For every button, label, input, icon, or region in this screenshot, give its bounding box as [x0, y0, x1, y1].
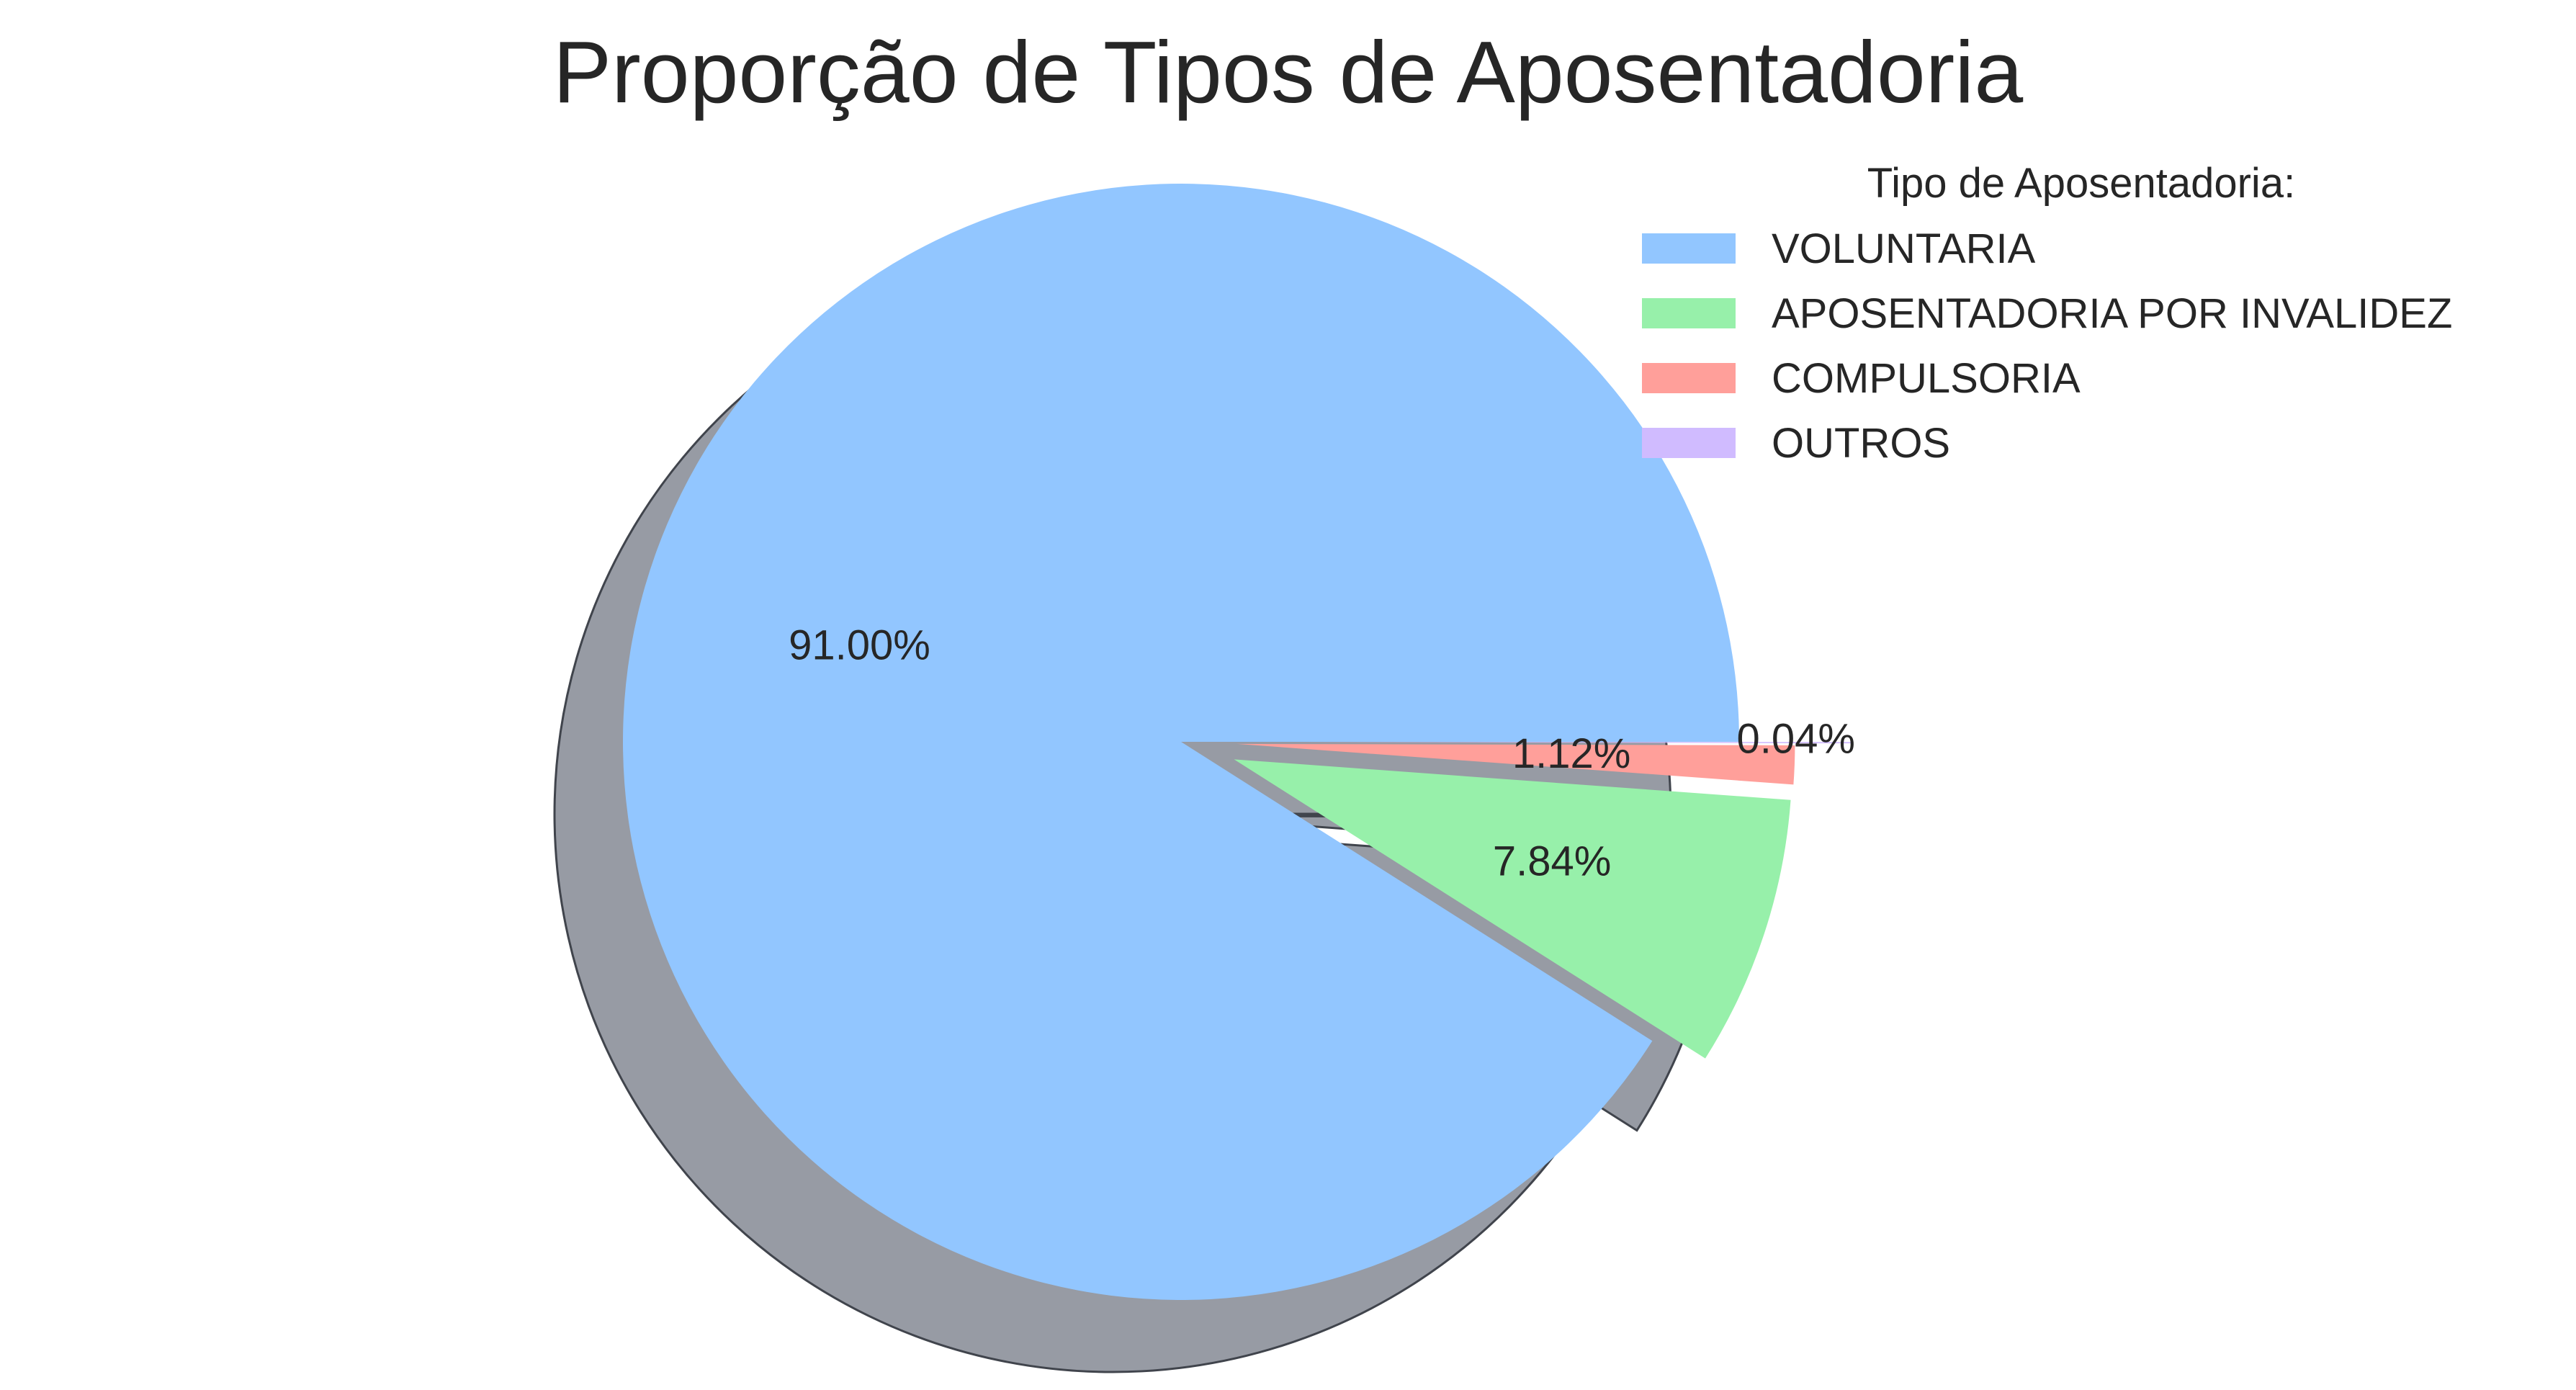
slice-layer [623, 184, 1851, 1301]
legend-swatch [1642, 233, 1736, 264]
slice-compulsoria [1237, 743, 1795, 785]
legend-label: COMPULSORIA [1772, 354, 2081, 402]
pct-label-compulsoria: 1.12% [1512, 730, 1630, 777]
legend-item-compulsoria: COMPULSORIA [1642, 346, 2521, 411]
legend-label: OUTROS [1772, 419, 1951, 467]
pct-label-outros: 0.04% [1737, 715, 1855, 762]
legend-swatch [1642, 298, 1736, 328]
legend-title: Tipo de Aposentadoria: [1867, 160, 2296, 207]
pct-label-aposentadoria-por-invalidez: 7.84% [1493, 838, 1611, 885]
legend-item-aposentadoria-por-invalidez: APOSENTADORIA POR INVALIDEZ [1642, 281, 2521, 346]
legend-label: APOSENTADORIA POR INVALIDEZ [1772, 290, 2453, 337]
slice-aposentadoria-por-invalidez [1234, 759, 1791, 1059]
legend-items: VOLUNTARIA APOSENTADORIA POR INVALIDEZ COM… [1642, 216, 2521, 475]
legend-item-outros: OUTROS [1642, 411, 2521, 475]
legend: Tipo de Aposentadoria: VOLUNTARIA APOSENT… [1642, 151, 2521, 475]
slice-outros [1292, 742, 1851, 744]
legend-label: VOLUNTARIA [1772, 225, 2036, 272]
chart-title: Proporção de Tipos de Aposentadoria [552, 23, 2024, 121]
label-layer: 91.00% 7.84% 1.12% 0.04% [789, 622, 1855, 885]
legend-swatch [1642, 363, 1736, 393]
pct-label-voluntaria: 91.00% [789, 622, 930, 669]
legend-item-voluntaria: VOLUNTARIA [1642, 216, 2521, 281]
legend-swatch [1642, 428, 1736, 458]
slice-voluntaria [623, 184, 1739, 1301]
